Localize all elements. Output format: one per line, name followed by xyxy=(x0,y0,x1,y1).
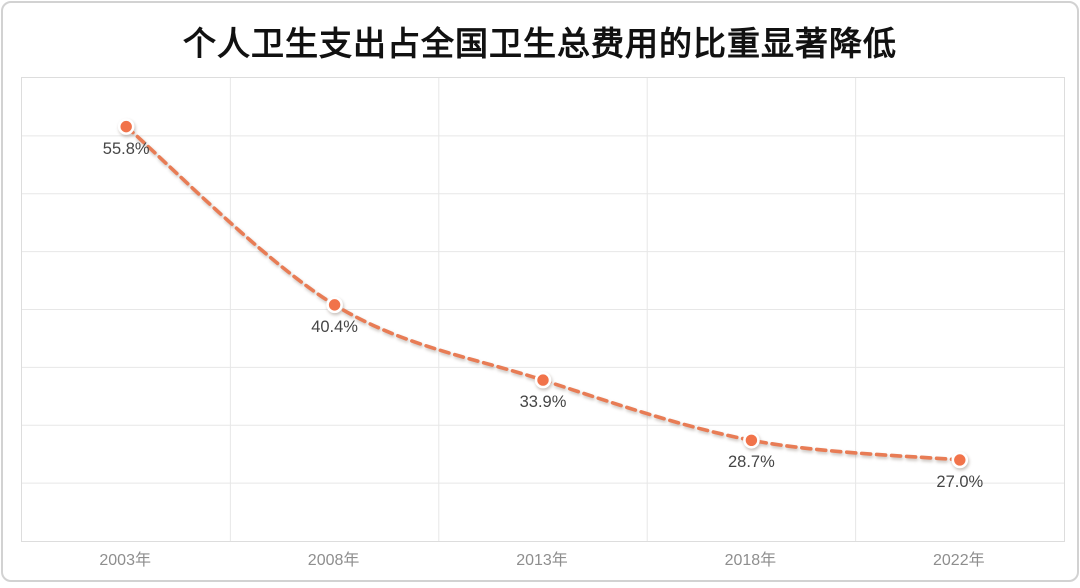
chart-title: 个人卫生支出占全国卫生总费用的比重显著降低 xyxy=(183,25,897,62)
x-axis-label: 2008年 xyxy=(307,552,360,569)
data-point-marker xyxy=(743,431,760,449)
x-axis-label: 2018年 xyxy=(724,552,777,569)
plot-area: 55.8% 40.4% 33.9% 28.7% 27.0% xyxy=(21,77,1065,542)
x-axis-label: 2013年 xyxy=(516,552,568,569)
x-axis-label: 2022年 xyxy=(932,552,985,569)
line-chart-canvas xyxy=(22,78,1064,541)
data-point-marker xyxy=(534,371,552,389)
x-axis: 2003年 2008年 2013年 2018年 2022年 xyxy=(21,546,1063,572)
data-point-marker xyxy=(951,451,969,469)
data-point-marker xyxy=(326,296,343,314)
data-point-marker xyxy=(117,118,135,135)
x-axis-label: 2003年 xyxy=(99,552,151,569)
